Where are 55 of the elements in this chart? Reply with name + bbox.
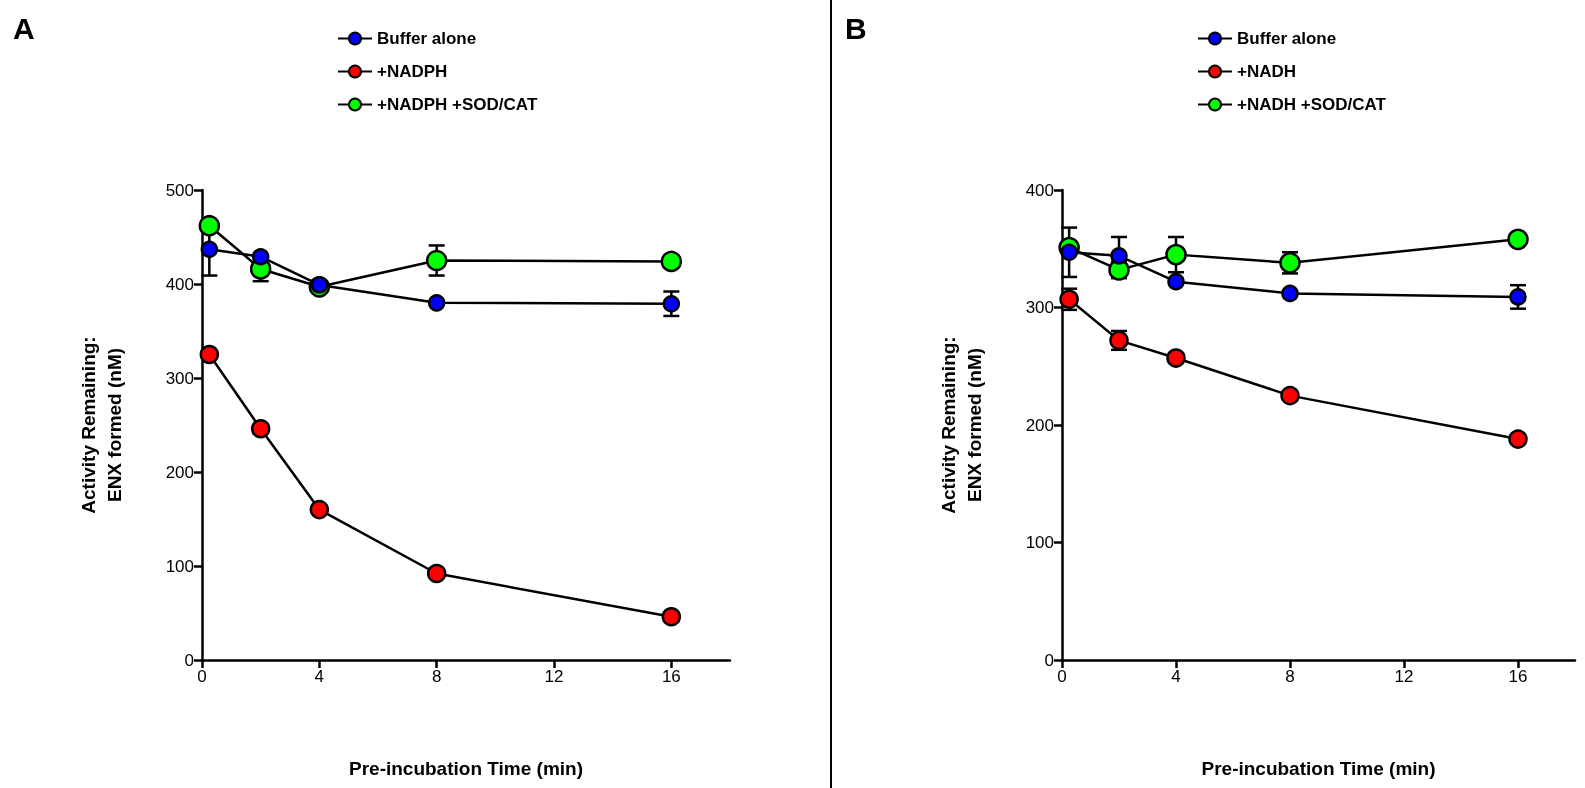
y-tick-label: 300 xyxy=(1025,298,1054,317)
y-tick-label: 100 xyxy=(165,556,194,576)
y-axis-title: Activity Remaining: ENX formed (nM) xyxy=(937,336,985,514)
x-axis-title: Pre-incubation Time (min) xyxy=(1201,757,1436,779)
legend-label: +NADH xyxy=(1237,62,1297,81)
y-tick-label: 100 xyxy=(1025,533,1054,552)
y-tick-label: 0 xyxy=(184,650,194,670)
y-tick-label: 200 xyxy=(165,462,194,482)
y-axis-title: Activity Remaining: ENX formed (nM) xyxy=(77,336,125,514)
point xyxy=(1167,272,1185,291)
point xyxy=(1060,243,1078,262)
point xyxy=(662,294,681,313)
chart-title: A xyxy=(13,11,35,45)
y-tick-label: 0 xyxy=(1044,650,1054,670)
legend-label: +NADPH xyxy=(377,62,448,81)
y-tick-label: 400 xyxy=(165,274,194,294)
x-tick-label: 12 xyxy=(544,667,564,686)
x-tick-label: 12 xyxy=(1394,667,1414,686)
point xyxy=(200,240,219,258)
x-tick-label: 16 xyxy=(661,667,681,686)
legend-label: Buffer alone xyxy=(1237,29,1337,48)
point xyxy=(1165,243,1187,266)
point xyxy=(250,419,271,439)
x-tick-label: 8 xyxy=(1285,667,1295,686)
legend-label: Buffer alone xyxy=(377,29,477,48)
point xyxy=(309,499,330,520)
chart-title: B xyxy=(845,11,867,45)
point xyxy=(661,607,682,627)
y-tick-label: 300 xyxy=(165,368,194,388)
x-tick-label: 16 xyxy=(1508,667,1528,686)
x-axis-title: Pre-incubation Time (min) xyxy=(348,757,584,779)
point xyxy=(1280,385,1300,406)
x-tick-label: 8 xyxy=(431,667,442,686)
y-tick-label: 400 xyxy=(1025,180,1054,200)
point xyxy=(1281,284,1299,303)
x-tick-label: 4 xyxy=(1171,667,1181,686)
x-tick-label: 0 xyxy=(1057,667,1067,686)
point xyxy=(660,250,683,273)
point xyxy=(1507,228,1529,251)
point xyxy=(251,247,270,266)
point xyxy=(427,294,446,312)
point xyxy=(198,214,221,237)
point xyxy=(1110,247,1128,265)
point xyxy=(426,563,447,584)
point xyxy=(425,249,448,272)
x-tick-label: 4 xyxy=(314,667,325,686)
y-tick-label: 500 xyxy=(165,180,194,200)
legend-label: +NADPH +SOD/CAT xyxy=(377,95,538,114)
point xyxy=(1508,429,1528,449)
legend-label: +NADH +SOD/CAT xyxy=(1237,95,1387,114)
point xyxy=(1166,348,1186,368)
x-tick-label: 0 xyxy=(197,667,207,686)
y-tick-label: 200 xyxy=(1025,415,1054,435)
point xyxy=(1509,288,1527,306)
point xyxy=(199,344,220,365)
